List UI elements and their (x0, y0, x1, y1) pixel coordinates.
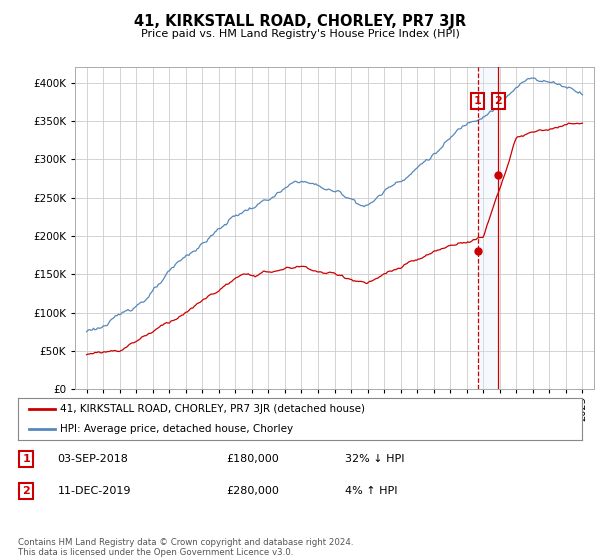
Text: Price paid vs. HM Land Registry's House Price Index (HPI): Price paid vs. HM Land Registry's House … (140, 29, 460, 39)
Text: 4% ↑ HPI: 4% ↑ HPI (345, 486, 398, 496)
Text: £180,000: £180,000 (227, 454, 280, 464)
Text: 2: 2 (23, 486, 31, 496)
Text: £280,000: £280,000 (227, 486, 280, 496)
Bar (478, 67, 499, 389)
Text: 32% ↓ HPI: 32% ↓ HPI (345, 454, 404, 464)
Text: Contains HM Land Registry data © Crown copyright and database right 2024.
This d: Contains HM Land Registry data © Crown c… (18, 538, 353, 557)
Text: 03-SEP-2018: 03-SEP-2018 (58, 454, 128, 464)
Text: 1: 1 (23, 454, 31, 464)
Text: 11-DEC-2019: 11-DEC-2019 (58, 486, 131, 496)
Text: 1: 1 (474, 96, 482, 106)
Text: 41, KIRKSTALL ROAD, CHORLEY, PR7 3JR: 41, KIRKSTALL ROAD, CHORLEY, PR7 3JR (134, 14, 466, 29)
Text: HPI: Average price, detached house, Chorley: HPI: Average price, detached house, Chor… (60, 424, 293, 434)
Text: 41, KIRKSTALL ROAD, CHORLEY, PR7 3JR (detached house): 41, KIRKSTALL ROAD, CHORLEY, PR7 3JR (de… (60, 404, 365, 414)
Text: 2: 2 (494, 96, 502, 106)
